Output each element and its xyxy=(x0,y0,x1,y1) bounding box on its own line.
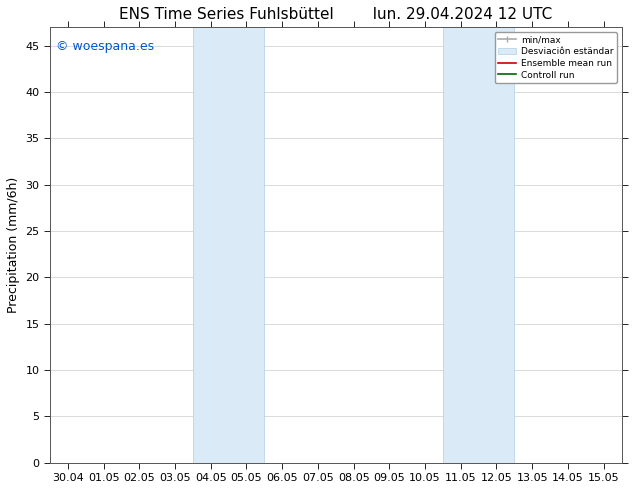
Title: ENS Time Series Fuhlsbüttel        lun. 29.04.2024 12 UTC: ENS Time Series Fuhlsbüttel lun. 29.04.2… xyxy=(119,7,552,22)
Text: © woespana.es: © woespana.es xyxy=(56,40,154,53)
Bar xyxy=(193,27,264,463)
Bar xyxy=(443,27,514,463)
Legend: min/max, Desviaciôn eständar, Ensemble mean run, Controll run: min/max, Desviaciôn eständar, Ensemble m… xyxy=(495,32,617,83)
Y-axis label: Precipitation (mm/6h): Precipitation (mm/6h) xyxy=(7,177,20,313)
